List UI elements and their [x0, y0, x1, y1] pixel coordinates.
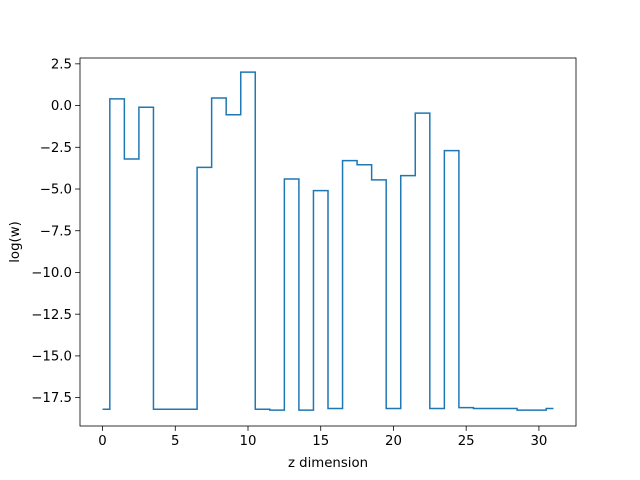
y-tick-label: −15.0	[31, 350, 72, 365]
x-tick-label: 30	[530, 434, 547, 449]
y-axis: 2.5 0.0 −2.5 −5.0 −7.5 −10.0 −12.5 −15.0 −17.5	[31, 57, 80, 406]
x-tick-label: 25	[458, 434, 475, 449]
x-axis: 0 5 10 15 20 25 30	[98, 426, 547, 449]
y-tick-label: −5.0	[40, 183, 72, 198]
plot-frame	[79, 57, 577, 427]
y-tick-label: −2.5	[40, 141, 72, 156]
y-tick-label: −10.0	[31, 266, 72, 281]
x-tick-label: 5	[171, 434, 179, 449]
y-axis-label: log(w)	[8, 221, 23, 263]
x-tick-label: 10	[240, 434, 257, 449]
x-tick-label: 20	[385, 434, 402, 449]
y-tick-label: −7.5	[40, 224, 72, 239]
y-tick-label: 2.5	[51, 57, 72, 72]
y-tick-label: −17.5	[31, 391, 72, 406]
x-axis-label: z dimension	[288, 456, 368, 471]
y-tick-label: −12.5	[31, 308, 72, 323]
x-tick-label: 0	[98, 434, 106, 449]
x-tick-label: 15	[312, 434, 329, 449]
data-layer	[102, 71, 554, 411]
y-tick-label: 0.0	[51, 99, 72, 114]
series-line-0	[102, 71, 554, 411]
